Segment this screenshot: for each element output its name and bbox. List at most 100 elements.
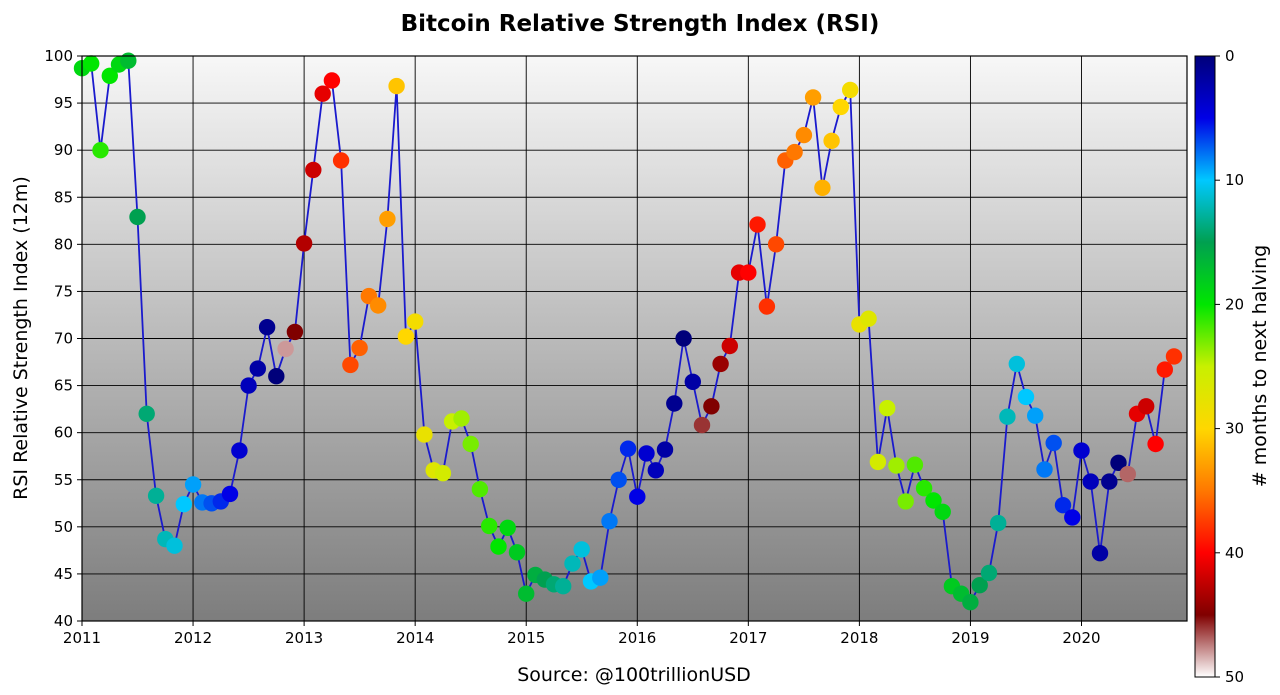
data-point [1091, 545, 1109, 562]
data-point [332, 152, 350, 169]
rsi-data-points [73, 52, 1183, 611]
data-point [610, 471, 627, 488]
data-point [804, 89, 822, 106]
data-point [573, 541, 590, 558]
data-point [666, 395, 683, 412]
y-tick-label: 55 [54, 471, 73, 489]
x-tick-label: 2017 [729, 629, 767, 647]
grid-lines [81, 55, 1187, 622]
x-tick-label: 2016 [618, 629, 656, 647]
y-tick-label: 95 [54, 94, 73, 112]
data-point [934, 503, 951, 520]
data-point [1101, 473, 1118, 490]
data-point [712, 355, 729, 373]
data-point [397, 328, 415, 345]
data-point [453, 410, 470, 427]
data-point [1082, 473, 1099, 490]
data-point [83, 55, 100, 72]
data-point [120, 52, 137, 69]
data-point [249, 360, 266, 377]
y-tick-label: 40 [54, 612, 73, 630]
data-point [767, 236, 785, 253]
data-point [221, 485, 239, 503]
data-point [906, 456, 924, 473]
y-axis-ticks: 40 45 50 55 60 65 70 75 80 85 90 95 100 [44, 47, 82, 630]
data-point [980, 564, 998, 582]
data-point [351, 339, 368, 357]
data-point [925, 492, 942, 509]
data-point [286, 323, 304, 341]
data-point [740, 264, 757, 281]
y-tick-label: 45 [54, 565, 73, 583]
data-point [897, 493, 914, 510]
data-point [1147, 435, 1164, 453]
data-point [684, 373, 701, 390]
colorbar-tick-label: 50 [1225, 668, 1244, 686]
data-point [1045, 434, 1062, 452]
y-tick-label: 100 [44, 47, 73, 65]
data-point [814, 179, 831, 196]
x-tick-label: 2014 [396, 629, 434, 647]
data-point [434, 465, 452, 482]
data-point [1156, 361, 1174, 378]
data-point [1064, 509, 1081, 526]
colorbar-ticks: 0 10 20 30 40 50 [1215, 47, 1244, 686]
data-point [277, 340, 294, 358]
data-point [647, 462, 664, 479]
data-point [823, 132, 840, 149]
data-point [305, 161, 322, 179]
data-point [462, 435, 479, 453]
colorbar-tick-label: 40 [1225, 544, 1244, 562]
data-point [314, 85, 331, 102]
data-point [471, 481, 489, 498]
colorbar-tick-label: 10 [1225, 171, 1244, 189]
data-point [147, 487, 165, 504]
colorbar-tick-label: 0 [1225, 47, 1235, 65]
data-point [758, 298, 776, 315]
data-point [721, 337, 738, 355]
data-point [379, 210, 396, 228]
data-point [342, 356, 359, 374]
data-point [184, 476, 202, 493]
x-tick-label: 2019 [951, 629, 989, 647]
data-point [564, 555, 581, 572]
data-point [268, 368, 285, 385]
data-point [601, 513, 618, 530]
x-tick-label: 2012 [174, 629, 212, 647]
data-point [1073, 442, 1090, 459]
data-point [592, 569, 609, 586]
data-point [842, 81, 859, 99]
colorbar-label: # months to next halving [1249, 245, 1271, 487]
data-point [138, 405, 155, 422]
data-point [258, 319, 276, 336]
data-point [1008, 355, 1025, 373]
data-point [129, 208, 146, 226]
data-point [1027, 407, 1044, 424]
y-tick-label: 80 [54, 235, 73, 253]
x-tick-label: 2015 [507, 629, 545, 647]
x-axis-ticks: 2011 2012 2013 2014 2015 2016 2017 2018 2019 2020 [63, 621, 1101, 647]
y-tick-label: 70 [54, 330, 73, 348]
data-point [990, 514, 1007, 532]
data-point [101, 67, 119, 85]
data-point [231, 442, 248, 459]
data-point [786, 143, 803, 161]
data-point [832, 98, 849, 116]
data-point [749, 216, 766, 233]
data-point [370, 297, 387, 314]
data-point [656, 441, 674, 458]
colorbar-gradient [1194, 55, 1216, 678]
y-tick-label: 85 [54, 188, 73, 206]
x-axis-label: Source: @100trillionUSD [517, 664, 751, 686]
data-point [638, 445, 655, 462]
data-point [879, 400, 896, 417]
data-point [1017, 388, 1035, 406]
y-tick-label: 65 [54, 377, 73, 395]
data-point [1036, 461, 1053, 478]
x-tick-label: 2018 [840, 629, 878, 647]
colorbar-tick-label: 30 [1225, 420, 1244, 438]
data-point [416, 426, 433, 443]
y-tick-label: 60 [54, 424, 73, 442]
chart-title: Bitcoin Relative Strength Index (RSI) [401, 11, 880, 37]
